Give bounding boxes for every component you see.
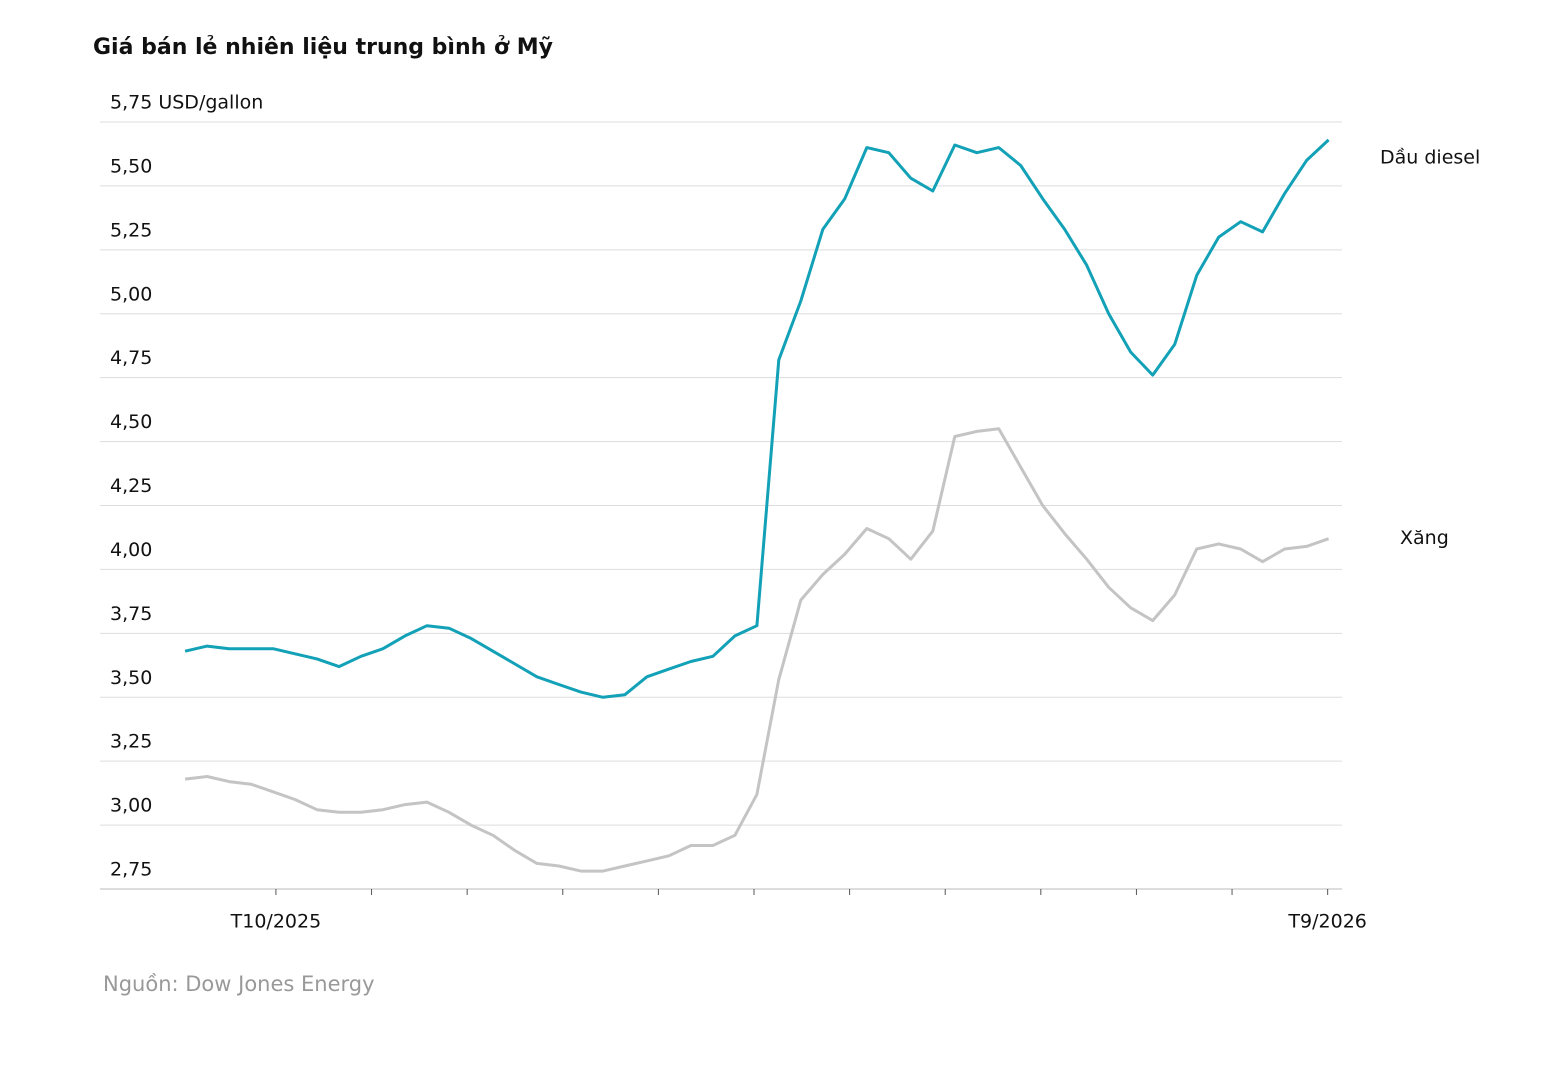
series-line [184, 138, 1330, 699]
y-tick-label: 5,50 [110, 155, 152, 177]
y-tick-label: 4,25 [110, 475, 152, 497]
y-tick-label: 4,00 [110, 539, 152, 561]
legend-label: Xăng [1400, 527, 1449, 549]
chart-title: Giá bán lẻ nhiên liệu trung bình ở Mỹ [93, 35, 553, 60]
y-tick-label: 4,75 [110, 347, 152, 369]
y-tick-label: 2,75 [110, 859, 152, 881]
y-tick-label: 3,75 [110, 603, 152, 625]
y-tick-label: 4,50 [110, 411, 152, 433]
y-tick-label: 5,75 USD/gallon [110, 92, 263, 114]
y-tick-label: 3,50 [110, 667, 152, 689]
x-tick-label: T10/2025 [230, 911, 322, 933]
legend-label: Dầu diesel [1380, 146, 1480, 168]
x-tick-label: T9/2026 [1287, 911, 1366, 933]
series-line [184, 427, 1330, 873]
source: Nguồn: Dow Jones Energy [103, 972, 375, 996]
y-tick-label: 3,00 [110, 795, 152, 817]
y-tick-label: 3,25 [110, 731, 152, 753]
y-tick-label: 5,25 [110, 219, 152, 241]
y-tick-label: 5,00 [110, 283, 152, 305]
